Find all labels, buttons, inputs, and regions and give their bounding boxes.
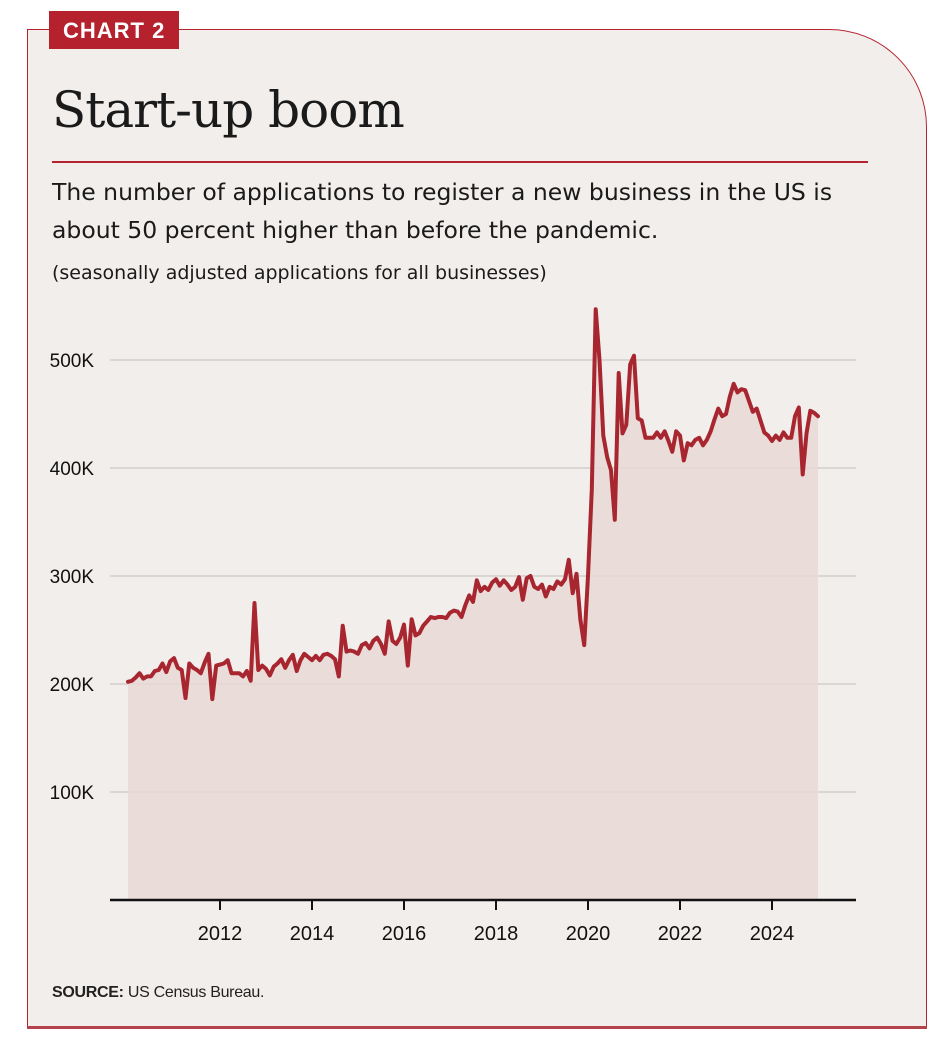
chart-number-tag: CHART 2 [49, 11, 180, 49]
title-divider [52, 161, 868, 163]
y-tick-label: 100K [50, 783, 95, 804]
x-tick-label: 2012 [198, 923, 243, 945]
x-tick-label: 2014 [290, 923, 335, 945]
x-tick-label: 2024 [750, 923, 795, 945]
series-area [128, 309, 818, 900]
series-line [126, 307, 820, 702]
y-tick-label: 500K [50, 351, 95, 372]
y-tick-label: 400K [50, 459, 95, 480]
x-tick-label: 2020 [566, 923, 611, 945]
y-axis-ticks: 100K 200K 300K 400K 500K [50, 351, 95, 804]
chart-title: Start-up boom [52, 81, 405, 139]
card-bottom-border [27, 1026, 927, 1029]
chart-subtitle: The number of applications to register a… [52, 178, 833, 244]
source-text: US Census Bureau. [127, 984, 265, 1001]
chart-note: (seasonally adjusted applications for al… [52, 262, 547, 284]
y-tick-label: 300K [50, 567, 95, 588]
x-tick-label: 2018 [474, 923, 519, 945]
x-tick-label: 2022 [658, 923, 703, 945]
source-note: SOURCE: US Census Bureau. [52, 984, 264, 1002]
y-tick-label: 200K [50, 675, 95, 696]
source-label: SOURCE: [52, 984, 124, 1001]
x-tick-label: 2016 [382, 923, 427, 945]
x-axis-ticks: 2012 2014 2016 2018 2020 2022 2024 [198, 900, 795, 945]
